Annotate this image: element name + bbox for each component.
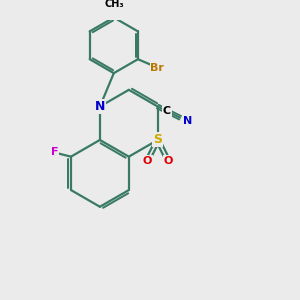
- Text: C: C: [163, 106, 171, 116]
- Text: N: N: [95, 100, 105, 113]
- Text: Br: Br: [151, 63, 164, 73]
- Text: O: O: [142, 156, 152, 166]
- Text: F: F: [50, 148, 58, 158]
- Text: O: O: [164, 156, 173, 166]
- Text: CH₃: CH₃: [104, 0, 124, 8]
- Text: S: S: [153, 134, 162, 146]
- Text: N: N: [183, 116, 193, 125]
